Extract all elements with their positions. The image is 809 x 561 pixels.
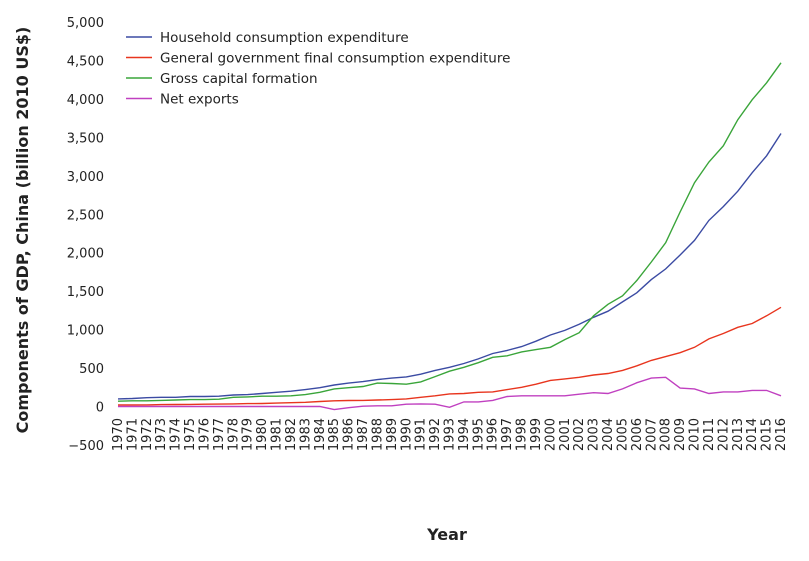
series-line	[117, 133, 782, 400]
y-axis-label: Components of GDP, China (billion 2010 U…	[13, 27, 32, 434]
x-tick-label: 1973	[154, 418, 169, 451]
x-tick-label: 1999	[529, 418, 544, 451]
x-tick-label: 1987	[356, 418, 371, 451]
x-tick-label: 1986	[342, 418, 357, 451]
series-line	[118, 306, 782, 406]
series-line	[117, 62, 782, 402]
x-tick-label: 2011	[702, 418, 717, 451]
x-tick-label: 2003	[587, 418, 602, 451]
y-tick-label: 4,500	[67, 54, 104, 69]
x-tick-label: 1979	[241, 418, 256, 451]
y-tick-label: 1,000	[67, 324, 104, 339]
x-tick-label: 1983	[298, 418, 313, 451]
legend-label: General government final consumption exp…	[160, 51, 510, 67]
y-tick-label: 2,500	[67, 208, 104, 223]
x-tick-label: 2005	[615, 418, 630, 451]
y-tick-label: 5,000	[67, 16, 104, 31]
x-tick-label: 1990	[399, 418, 414, 451]
x-tick-label: 1989	[385, 418, 400, 451]
x-tick-label: 1985	[327, 418, 342, 451]
x-axis-label: Year	[426, 525, 467, 544]
y-tick-label: 3,500	[67, 131, 104, 146]
x-tick-label: 2001	[558, 418, 573, 451]
x-tick-label: 1993	[443, 418, 458, 451]
x-tick-label: 1974	[169, 418, 184, 451]
y-tick-label: 2,000	[67, 247, 104, 262]
x-tick-label: 1982	[284, 418, 299, 451]
y-tick-label: 500	[79, 362, 104, 377]
x-tick-label: 1981	[270, 418, 285, 451]
x-tick-label: 1995	[471, 418, 486, 451]
x-tick-label: 2007	[644, 418, 659, 451]
x-tick-label: 1992	[428, 418, 443, 451]
x-tick-label: 2002	[572, 418, 587, 451]
series-line	[118, 376, 782, 411]
x-tick-label: 2004	[601, 418, 616, 451]
x-tick-label: 1976	[197, 418, 212, 451]
x-tick-label: 2009	[673, 418, 688, 451]
x-tick-label: 1972	[140, 418, 155, 451]
y-tick-label: 1,500	[67, 285, 104, 300]
y-tick-label: 4,000	[67, 93, 104, 108]
x-tick-label: 1971	[125, 418, 140, 451]
legend-label: Gross capital formation	[160, 71, 318, 87]
x-tick-label: 1988	[370, 418, 385, 451]
x-tick-label: 2014	[745, 418, 760, 451]
x-tick-label: 1996	[486, 418, 501, 451]
x-tick-label: 2008	[659, 418, 674, 451]
x-tick-label: 1994	[457, 418, 472, 451]
x-tick-label: 1991	[414, 418, 429, 451]
y-tick-label: 0	[96, 401, 104, 416]
x-tick-label: 1975	[183, 418, 198, 451]
legend-label: Net exports	[160, 92, 239, 108]
legend-label: Household consumption expenditure	[160, 30, 409, 46]
x-tick-label: 2000	[543, 418, 558, 451]
y-tick-label: 3,000	[67, 170, 104, 185]
x-tick-label: 2016	[774, 418, 789, 451]
x-tick-label: 1970	[111, 418, 126, 451]
x-tick-label: 2012	[716, 418, 731, 451]
x-tick-label: 1980	[255, 418, 270, 451]
x-tick-label: 1997	[500, 418, 515, 451]
x-tick-label: 1977	[212, 418, 227, 451]
y-tick-label: −500	[68, 439, 104, 454]
x-tick-label: 1984	[313, 418, 328, 451]
x-tick-label: 2013	[731, 418, 746, 451]
x-tick-label: 1978	[226, 418, 241, 451]
x-tick-label: 2015	[760, 418, 775, 451]
x-tick-label: 2006	[630, 418, 645, 451]
x-tick-label: 1998	[515, 418, 530, 451]
x-tick-label: 2010	[688, 418, 703, 451]
